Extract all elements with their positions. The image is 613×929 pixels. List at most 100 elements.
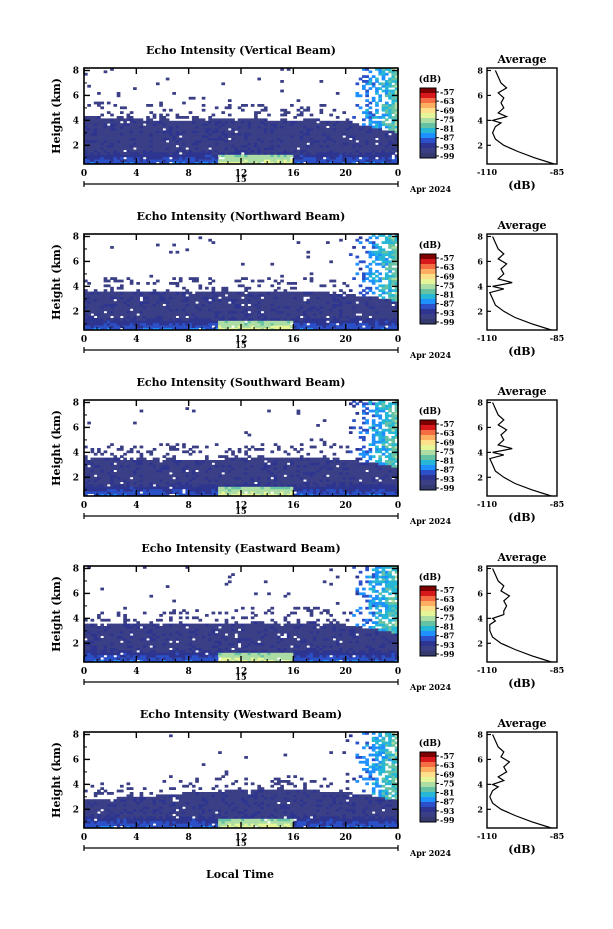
heatmap-cell — [162, 116, 167, 119]
heatmap-cell — [162, 296, 167, 300]
heatmap-cell — [362, 152, 366, 155]
heatmap-cell — [123, 154, 127, 158]
heatmap-cell — [123, 491, 127, 494]
heatmap-cell — [119, 152, 124, 155]
heatmap-cell — [178, 469, 183, 473]
heatmap-cell — [224, 286, 229, 290]
heatmap-cell — [100, 147, 105, 150]
heatmap-cell — [303, 140, 307, 143]
heatmap-cell — [119, 455, 124, 458]
heatmap-cell — [263, 147, 268, 150]
heatmap-cell — [188, 325, 193, 328]
heatmap-cell — [345, 137, 350, 141]
heatmap-cell — [375, 296, 379, 300]
heatmap-cell — [296, 313, 301, 316]
heatmap-cell — [93, 125, 98, 129]
heatmap-cell — [381, 77, 386, 81]
heatmap-cell — [280, 123, 284, 126]
heatmap-cell — [342, 140, 347, 143]
heatmap-cell — [133, 486, 137, 490]
heatmap-cell — [303, 130, 307, 134]
heatmap-cell — [198, 310, 203, 314]
heatmap-cell — [188, 294, 193, 297]
heatmap-cell — [348, 144, 353, 148]
heatmap-cell — [267, 320, 271, 324]
heatmap-cell — [188, 308, 193, 312]
heatmap-cell — [123, 474, 127, 478]
heatmap-cell — [100, 493, 105, 497]
heatmap-cell — [303, 308, 307, 312]
heatmap-cell — [198, 286, 203, 290]
heatmap-cell — [260, 132, 265, 136]
heatmap-cell — [97, 144, 101, 148]
heatmap-cell — [133, 135, 137, 138]
heatmap-cell — [381, 291, 386, 295]
heatmap-cell — [201, 318, 206, 321]
heatmap-cell — [296, 241, 301, 244]
heatmap-cell — [348, 132, 353, 136]
heatmap-cell — [368, 289, 373, 292]
heatmap-cell — [97, 92, 101, 95]
heatmap-cell — [152, 154, 157, 158]
heatmap-cell — [276, 448, 281, 451]
heatmap-cell — [326, 291, 330, 295]
heatmap-cell — [286, 303, 291, 307]
heatmap-cell — [198, 156, 203, 160]
colorbar-swatch — [420, 314, 436, 320]
heatmap-cell — [260, 476, 265, 480]
heatmap-cell — [165, 327, 170, 331]
heatmap-cell — [296, 144, 301, 148]
heatmap-cell — [296, 159, 301, 162]
heatmap-cell — [139, 325, 144, 328]
heatmap-cell — [221, 161, 226, 165]
heatmap-cell — [394, 301, 399, 304]
heatmap-cell — [358, 318, 363, 321]
heatmap-cell — [303, 120, 307, 124]
heatmap-cell — [335, 92, 340, 95]
heatmap-cell — [234, 298, 239, 302]
heatmap-cell — [201, 481, 206, 485]
heatmap-cell — [90, 156, 95, 160]
heatmap-cell — [165, 135, 170, 138]
heatmap-cell — [90, 144, 95, 148]
heatmap-cell — [384, 106, 389, 110]
heatmap-cell — [332, 308, 337, 312]
heatmap-cell — [312, 135, 317, 138]
heatmap-cell — [394, 282, 399, 285]
heatmap-cell — [139, 493, 144, 497]
heatmap-cell — [276, 479, 281, 482]
heatmap-cell — [191, 476, 196, 480]
heatmap-cell — [254, 159, 258, 162]
heatmap-cell — [312, 301, 317, 304]
heatmap-cell — [90, 474, 95, 478]
heatmap-cell — [97, 467, 101, 470]
heatmap-cell — [172, 291, 176, 295]
heatmap-cell — [149, 308, 154, 312]
colorbar-tick-label: -63 — [440, 96, 455, 106]
heatmap-cell — [106, 327, 111, 331]
heatmap-cell — [332, 291, 337, 295]
heatmap-cell — [254, 130, 258, 134]
heatmap-cell — [312, 303, 317, 307]
heatmap-cell — [201, 104, 206, 107]
heatmap-cell — [378, 262, 383, 266]
heatmap-cell — [231, 144, 235, 148]
heatmap-cell — [198, 464, 203, 468]
heatmap-cell — [149, 467, 154, 470]
heatmap-cell — [110, 142, 114, 146]
heatmap-cell — [394, 82, 399, 86]
heatmap-cell — [106, 298, 111, 302]
heatmap-cell — [155, 291, 160, 295]
heatmap-cell — [188, 327, 193, 331]
heatmap-cell — [394, 120, 399, 124]
heatmap-cell — [214, 137, 219, 141]
heatmap-cell — [155, 308, 160, 312]
heatmap-cell — [339, 320, 343, 324]
heatmap-cell — [182, 445, 186, 449]
heatmap-cell — [358, 106, 363, 110]
heatmap-cell — [201, 486, 206, 490]
heatmap-cell — [169, 462, 173, 466]
heatmap-cell — [159, 128, 163, 131]
heatmap-cell — [149, 296, 154, 300]
heatmap-cell — [365, 99, 369, 102]
